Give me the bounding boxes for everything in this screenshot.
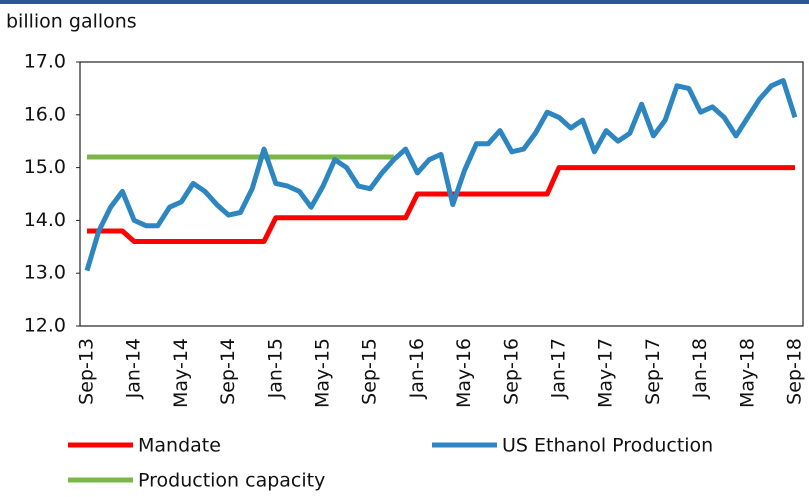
legend-label: Mandate [138, 435, 221, 457]
plot-frame [79, 61, 804, 327]
series-line [87, 165, 795, 244]
x-tick-label: Sep-13 [76, 338, 98, 405]
y-tick-label: 15.0 [24, 156, 66, 178]
x-tick-label: Jan-14 [123, 338, 145, 399]
y-tick-label: 12.0 [24, 315, 66, 337]
x-tick-label: Sep-18 [784, 338, 806, 405]
x-tick-label: May-17 [595, 338, 617, 408]
legend-label: US Ethanol Production [502, 435, 713, 457]
x-tick-label: Sep-16 [500, 338, 522, 405]
x-tick-label: Jan-18 [689, 338, 711, 399]
x-tick-label: Jan-16 [406, 338, 428, 399]
x-tick-label: May-16 [453, 338, 475, 408]
legend-label: Production capacity [138, 470, 325, 492]
x-tick-label: May-15 [312, 338, 334, 408]
x-tick-label: Jan-15 [264, 338, 286, 399]
x-tick-label: Sep-14 [217, 338, 239, 405]
x-tick-label: May-14 [170, 338, 192, 408]
series-line [84, 78, 798, 272]
x-tick-label: Sep-15 [359, 338, 381, 405]
x-tick-label: Jan-17 [548, 338, 570, 399]
y-tick-label: 17.0 [24, 51, 66, 73]
y-tick-label: 13.0 [24, 262, 66, 284]
top-bar [0, 0, 809, 4]
y-tick-label: 14.0 [24, 209, 66, 231]
y-axis-label: billion gallons [6, 11, 137, 33]
x-tick-label: May-18 [736, 338, 758, 408]
y-tick-label: 16.0 [24, 103, 66, 125]
x-tick-label: Sep-17 [642, 338, 664, 405]
